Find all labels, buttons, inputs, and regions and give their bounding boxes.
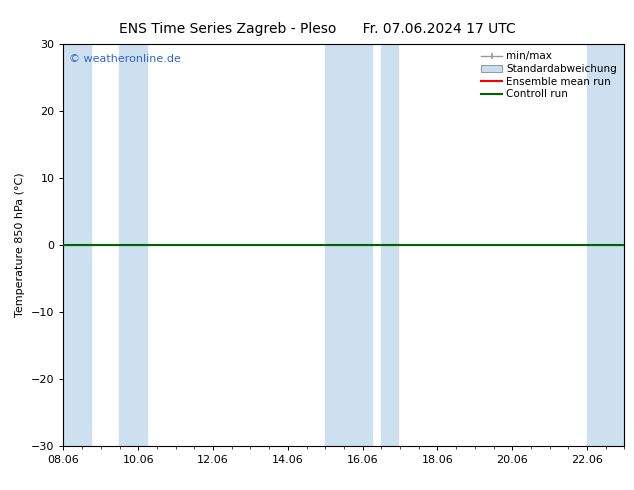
- Bar: [119, 44, 147, 446]
- Text: ENS Time Series Zagreb - Pleso      Fr. 07.06.2024 17 UTC: ENS Time Series Zagreb - Pleso Fr. 07.06…: [119, 22, 515, 36]
- Bar: [587, 44, 624, 446]
- Y-axis label: Temperature 850 hPa (°C): Temperature 850 hPa (°C): [15, 172, 25, 318]
- Bar: [63, 44, 91, 446]
- Bar: [381, 44, 398, 446]
- Text: © weatheronline.de: © weatheronline.de: [69, 54, 181, 64]
- Bar: [325, 44, 372, 446]
- Legend: min/max, Standardabweichung, Ensemble mean run, Controll run: min/max, Standardabweichung, Ensemble me…: [479, 49, 619, 101]
